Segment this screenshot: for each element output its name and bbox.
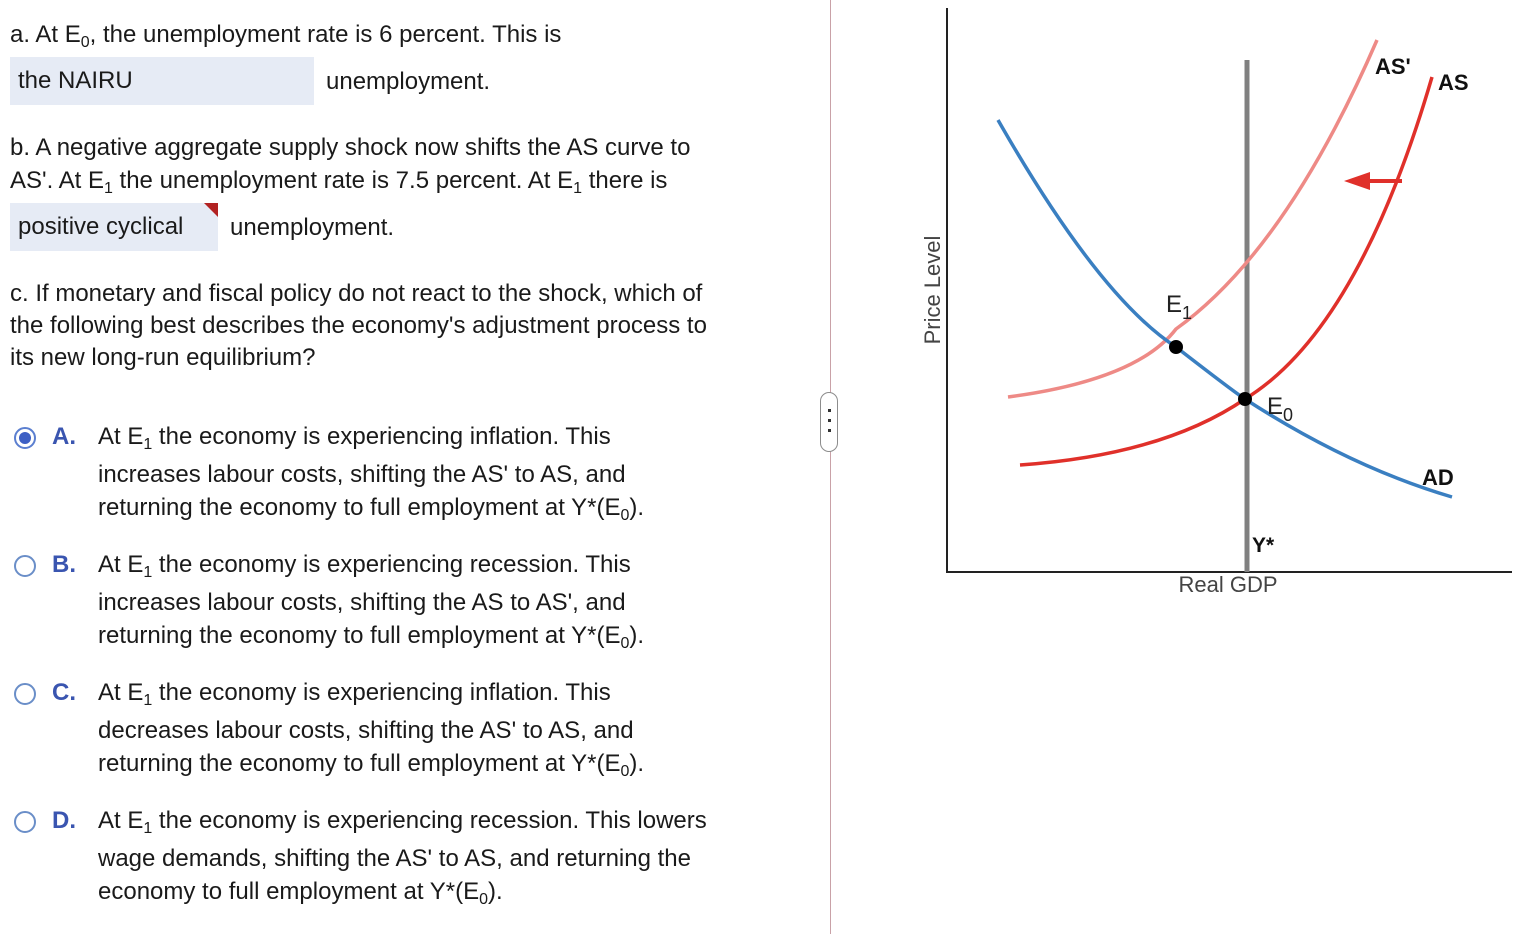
option-letter: B. — [52, 551, 76, 578]
pane-divider — [830, 0, 831, 934]
ad-label: AD — [1422, 465, 1454, 490]
option-text-line: returning the economy to full employment… — [98, 750, 645, 780]
option-a[interactable]: A. At E1 the economy is experiencing inf… — [0, 420, 800, 530]
e0-label: E0 — [1267, 393, 1293, 425]
option-text-line: economy to full employment at Y*(E0). — [98, 878, 503, 908]
radio-button[interactable] — [14, 811, 36, 833]
as-prime-label: AS' — [1375, 54, 1411, 79]
part-b-line2: AS'. At E1 the unemployment rate is 7.5 … — [10, 167, 668, 197]
part-a-suffix: unemployment. — [326, 68, 491, 95]
option-letter: D. — [52, 807, 76, 834]
as-prime-curve — [1007, 39, 1379, 399]
option-text-line: returning the economy to full employment… — [98, 622, 645, 652]
grip-dot-icon — [828, 409, 831, 412]
grip-dot-icon — [828, 429, 831, 432]
ad-as-graph: Price Level Real GDP Y* AS' AS AD E1 E0 — [920, 8, 1512, 597]
part-b-dropdown-value: positive cyclical — [18, 213, 184, 240]
graph-pane: Price Level Real GDP Y* AS' AS AD E1 E0 — [880, 0, 1534, 934]
part-c-line3: its new long-run equilibrium? — [10, 344, 316, 371]
radio-button[interactable] — [14, 555, 36, 577]
as-label: AS — [1438, 70, 1469, 95]
part-a-dropdown[interactable]: the NAIRU — [10, 57, 314, 105]
option-text-line: increases labour costs, shifting the AS'… — [98, 461, 626, 488]
lras-label: Y* — [1252, 534, 1275, 557]
e0-point — [1238, 392, 1252, 406]
y-axis-label: Price Level — [920, 236, 945, 345]
pane-resize-handle[interactable] — [820, 392, 838, 452]
part-a-dropdown-value: the NAIRU — [18, 67, 133, 94]
part-c-line1: c. If monetary and fiscal policy do not … — [10, 280, 703, 307]
option-letter: A. — [52, 423, 76, 450]
part-a-text: a. At E0, the unemployment rate is 6 per… — [10, 21, 562, 51]
option-text-line: At E1 the economy is experiencing recess… — [98, 551, 631, 581]
part-b-suffix: unemployment. — [230, 214, 395, 241]
part-c-line2: the following best describes the economy… — [10, 312, 707, 339]
e1-label: E1 — [1166, 291, 1192, 323]
option-c[interactable]: C. At E1 the economy is experiencing inf… — [0, 676, 800, 786]
option-text-line: wage demands, shifting the AS' to AS, an… — [98, 845, 691, 872]
x-axis-label: Real GDP — [1178, 572, 1277, 597]
shift-arrow-head-icon — [1344, 172, 1370, 190]
option-d[interactable]: D. At E1 the economy is experiencing rec… — [0, 804, 800, 914]
part-b-dropdown[interactable]: positive cyclical — [10, 203, 218, 251]
option-text-line: At E1 the economy is experiencing inflat… — [98, 423, 611, 453]
option-text-line: At E1 the economy is experiencing inflat… — [98, 679, 611, 709]
option-text-line: returning the economy to full employment… — [98, 494, 645, 524]
option-letter: C. — [52, 679, 76, 706]
radio-button[interactable] — [14, 683, 36, 705]
part-b-line1: b. A negative aggregate supply shock now… — [10, 134, 691, 161]
radio-button-selected[interactable] — [14, 427, 36, 449]
option-text-line: decreases labour costs, shifting the AS'… — [98, 717, 634, 744]
question-pane: a. At E0, the unemployment rate is 6 per… — [0, 21, 800, 914]
ad-curve — [996, 119, 1453, 499]
option-text-line: increases labour costs, shifting the AS … — [98, 589, 626, 616]
option-text-line: At E1 the economy is experiencing recess… — [98, 807, 707, 837]
as-curve — [1019, 76, 1434, 467]
grip-dot-icon — [828, 419, 831, 422]
option-b[interactable]: B. At E1 the economy is experiencing rec… — [0, 548, 800, 658]
e1-point — [1169, 340, 1183, 354]
flag-corner-icon — [204, 203, 218, 217]
